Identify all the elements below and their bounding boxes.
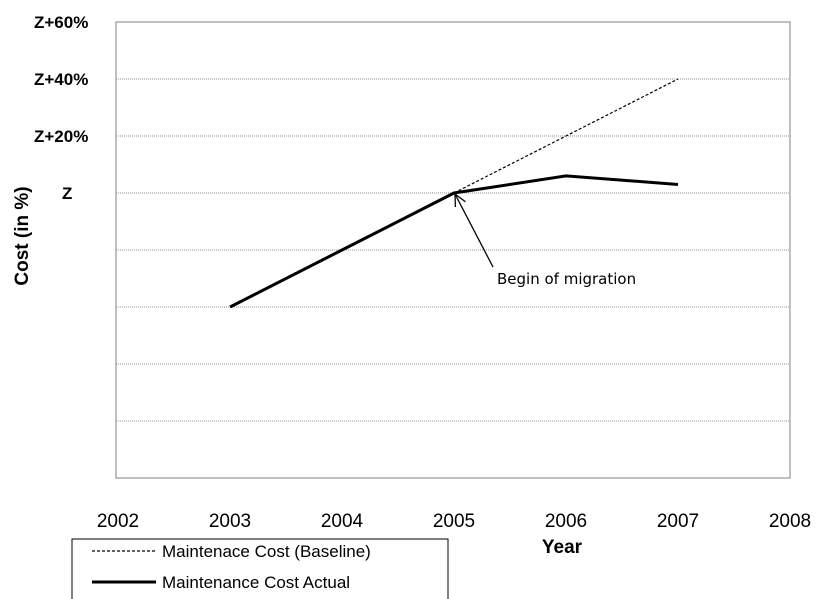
y-axis-title: Cost (in %): [12, 186, 33, 285]
legend-label: Maintenace Cost (Baseline): [162, 542, 371, 561]
annotation-arrowhead: [454, 192, 466, 208]
series-lines: [229, 78, 679, 309]
annotation-text: Begin of migration: [497, 270, 636, 288]
legend-box: [71, 538, 449, 599]
x-tick-label: 2005: [433, 511, 475, 532]
x-tick-label: 2008: [769, 511, 811, 532]
x-tick-label: 2003: [209, 511, 251, 532]
y-tick-label: Z+40%: [34, 70, 88, 89]
x-tick-label: 2004: [321, 511, 364, 532]
y-tick-label: Z: [62, 184, 72, 203]
x-tick-label: 2007: [657, 511, 699, 532]
x-tick-label: 2002: [97, 511, 139, 532]
actual-series-line: [229, 174, 679, 309]
annotation-arrow: [454, 193, 494, 268]
x-axis-ticks: 2002 2003 2004 2005 2006 2007 2008: [97, 511, 811, 532]
x-axis-title: Year: [542, 537, 583, 558]
annotations: Begin of migration: [454, 192, 636, 288]
legend: Maintenace Cost (Baseline) Maintenance Co…: [71, 538, 449, 599]
x-tick-label: 2006: [545, 511, 587, 532]
y-tick-label: Z+60%: [34, 13, 88, 32]
baseline-series-line: [453, 78, 679, 194]
y-tick-label: Z+20%: [34, 127, 88, 146]
legend-label: Maintenance Cost Actual: [162, 573, 350, 592]
y-axis-ticks: Z+60% Z+40% Z+20% Z: [34, 13, 88, 203]
